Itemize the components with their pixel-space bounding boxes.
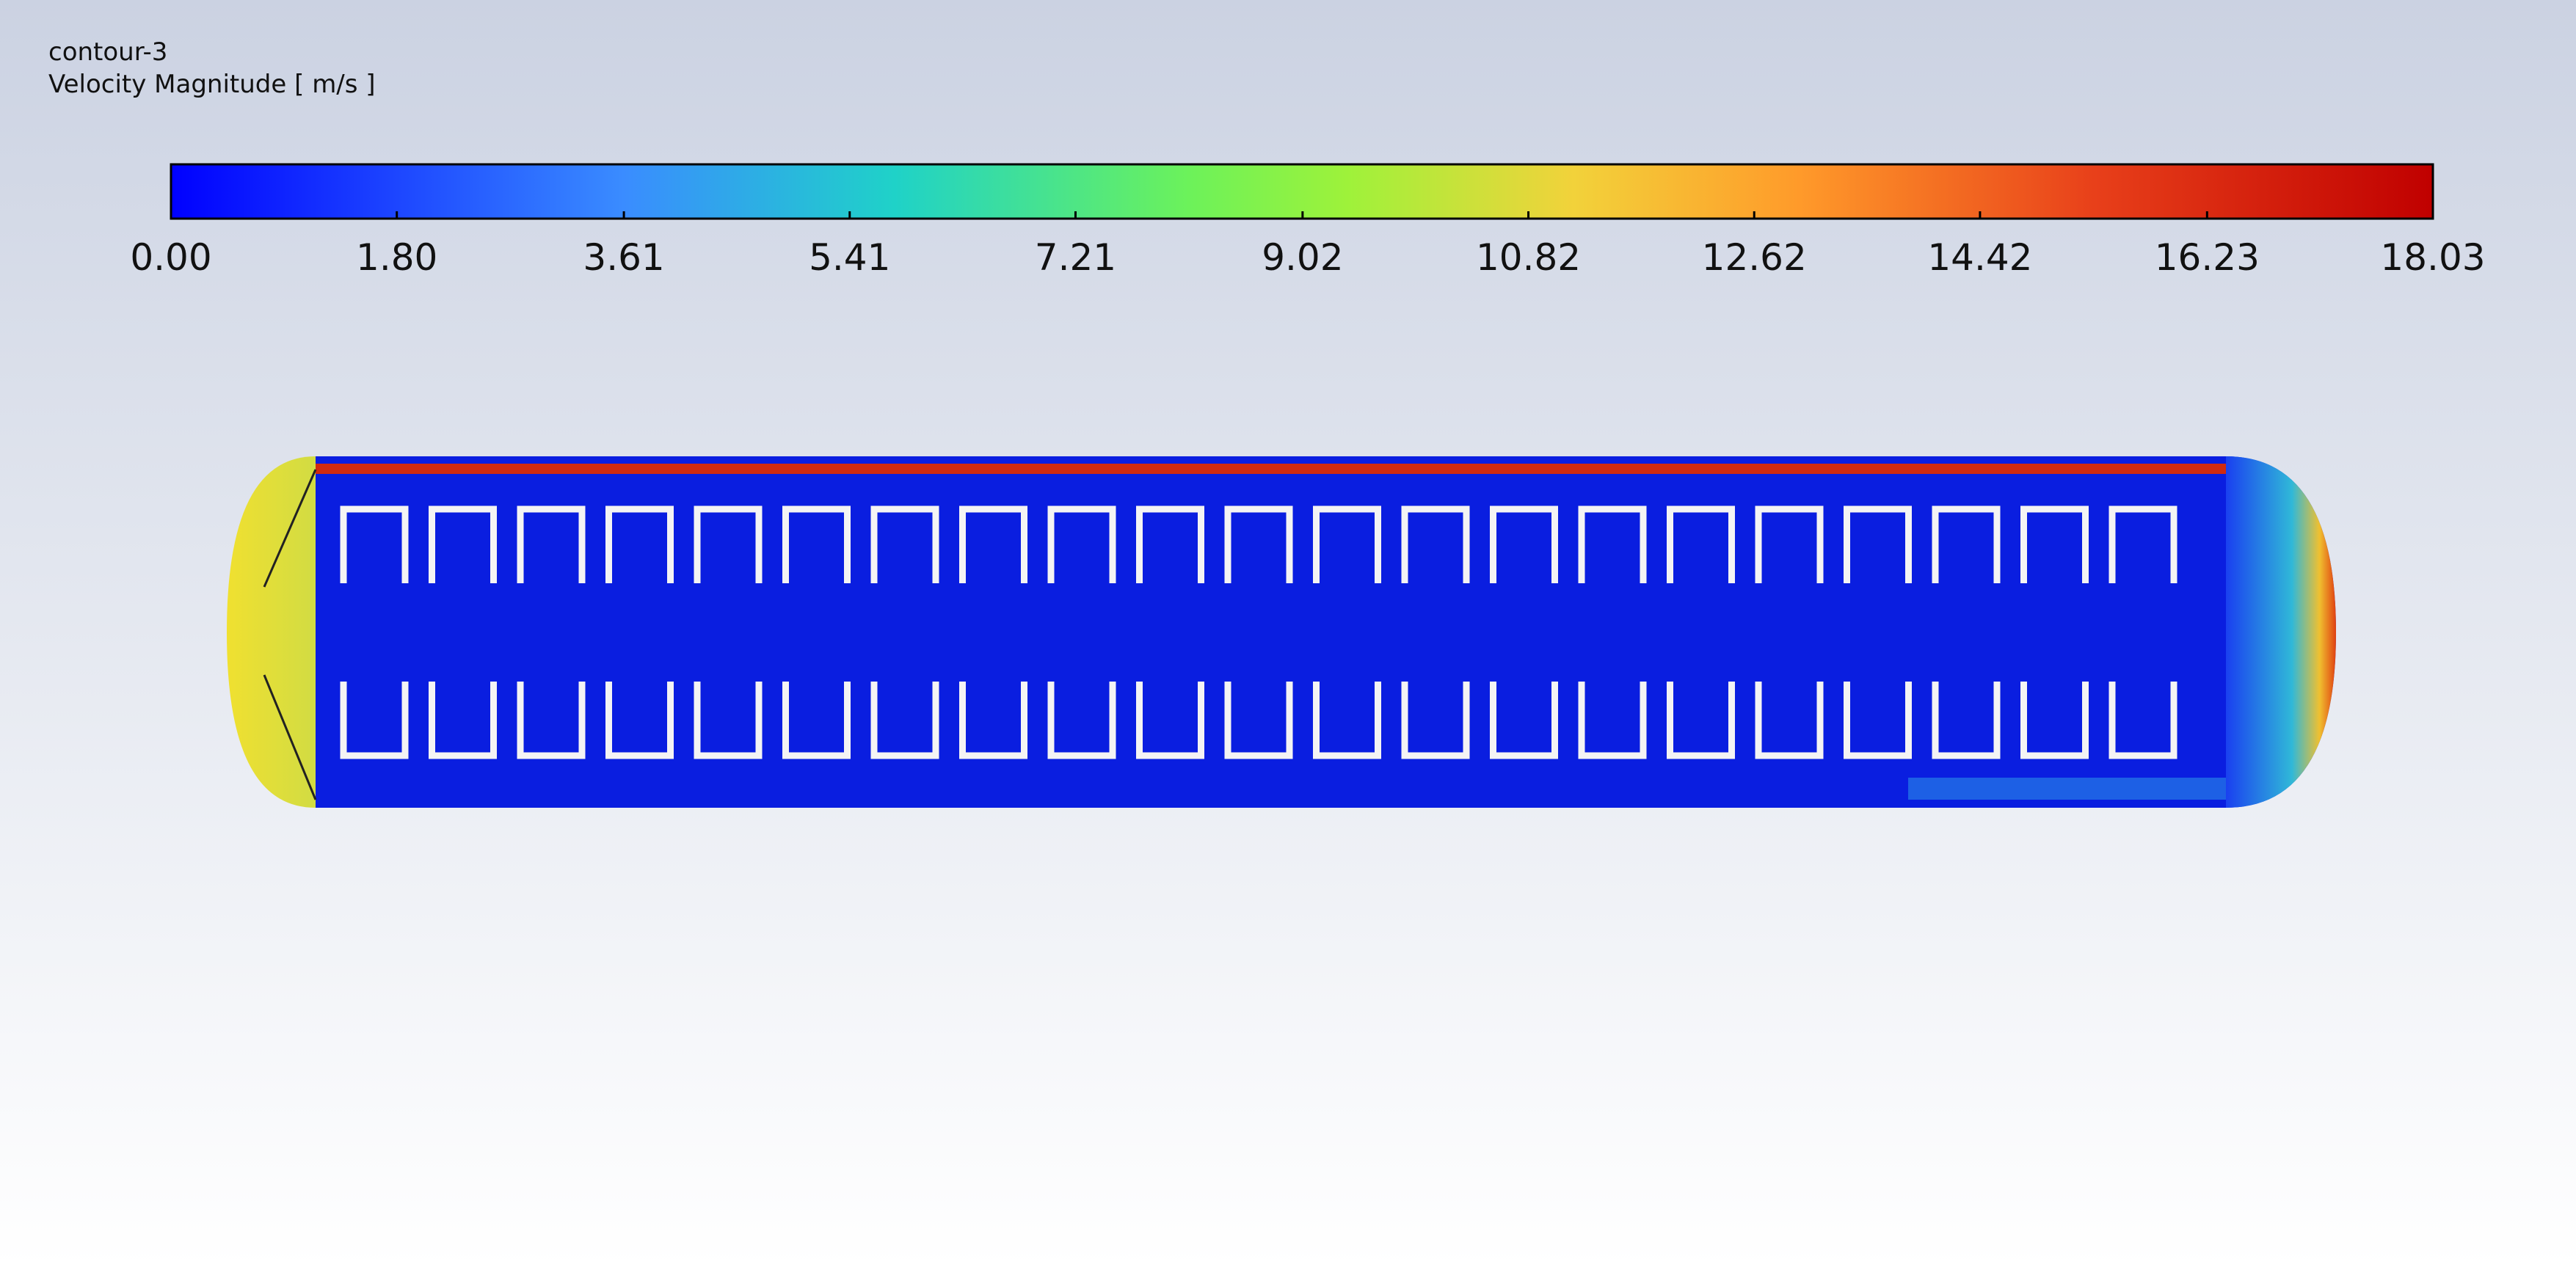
baffle-top: [1401, 505, 1470, 583]
colorbar: [170, 163, 2434, 220]
inlet-lines: [263, 469, 317, 800]
baffle-top: [1047, 505, 1116, 583]
baffle-bottom: [959, 682, 1027, 759]
tick-label: 12.62: [1702, 236, 1807, 279]
baffle-top: [517, 505, 586, 583]
baffle-bottom: [340, 682, 409, 759]
tick-label: 16.23: [2155, 236, 2260, 279]
baffle-top: [1224, 505, 1293, 583]
baffle-bottom: [1490, 682, 1558, 759]
tick-label: 1.80: [356, 236, 437, 279]
baffle-top: [1844, 505, 1912, 583]
baffle-bottom: [1844, 682, 1912, 759]
baffle-top: [605, 505, 674, 583]
baffle-bottom: [1578, 682, 1647, 759]
baffle-bottom: [782, 682, 851, 759]
tick-label: 7.21: [1035, 236, 1116, 279]
tube-right-cap: [2226, 456, 2336, 808]
baffle-top: [694, 505, 763, 583]
tick-label: 10.82: [1476, 236, 1581, 279]
baffle-top: [782, 505, 851, 583]
baffle-bottom: [1932, 682, 2001, 759]
contour-plot: [227, 456, 2336, 808]
baffle-top: [870, 505, 939, 583]
baffle-top: [1578, 505, 1647, 583]
baffle-top: [1932, 505, 2001, 583]
top-jet: [316, 464, 2226, 474]
tick-label: 3.61: [583, 236, 664, 279]
tick-label: 5.41: [809, 236, 890, 279]
baffle-top: [340, 505, 409, 583]
baffle-top: [1490, 505, 1558, 583]
baffle-bottom: [694, 682, 763, 759]
baffle-bottom: [2020, 682, 2089, 759]
baffle-top: [1667, 505, 1735, 583]
baffle-top: [959, 505, 1027, 583]
baffle-bottom: [870, 682, 939, 759]
baffle-bottom: [605, 682, 674, 759]
baffle-bottom: [1755, 682, 1824, 759]
baffle-bottom: [1401, 682, 1470, 759]
bottom-flow: [1908, 778, 2226, 800]
baffle-top: [1136, 505, 1204, 583]
baffle-top: [1755, 505, 1824, 583]
baffle-bottom: [1047, 682, 1116, 759]
variable-name: Velocity Magnitude [ m/s ]: [48, 70, 376, 99]
baffle-top: [429, 505, 497, 583]
baffle-bottom: [2109, 682, 2177, 759]
baffle-bottom: [1224, 682, 1293, 759]
baffle-top: [2020, 505, 2089, 583]
baffle-bottom: [1667, 682, 1735, 759]
baffle-bottom: [1136, 682, 1204, 759]
baffle-bottom: [429, 682, 497, 759]
contour-name: contour-3: [48, 37, 167, 67]
baffle-top: [1313, 505, 1381, 583]
baffle-top: [2109, 505, 2177, 583]
tick-label: 18.03: [2380, 236, 2485, 279]
tick-label: 14.42: [1927, 236, 2032, 279]
tick-label: 0.00: [130, 236, 211, 279]
baffle-bottom: [1313, 682, 1381, 759]
tick-label: 9.02: [1262, 236, 1343, 279]
baffle-bottom: [517, 682, 586, 759]
